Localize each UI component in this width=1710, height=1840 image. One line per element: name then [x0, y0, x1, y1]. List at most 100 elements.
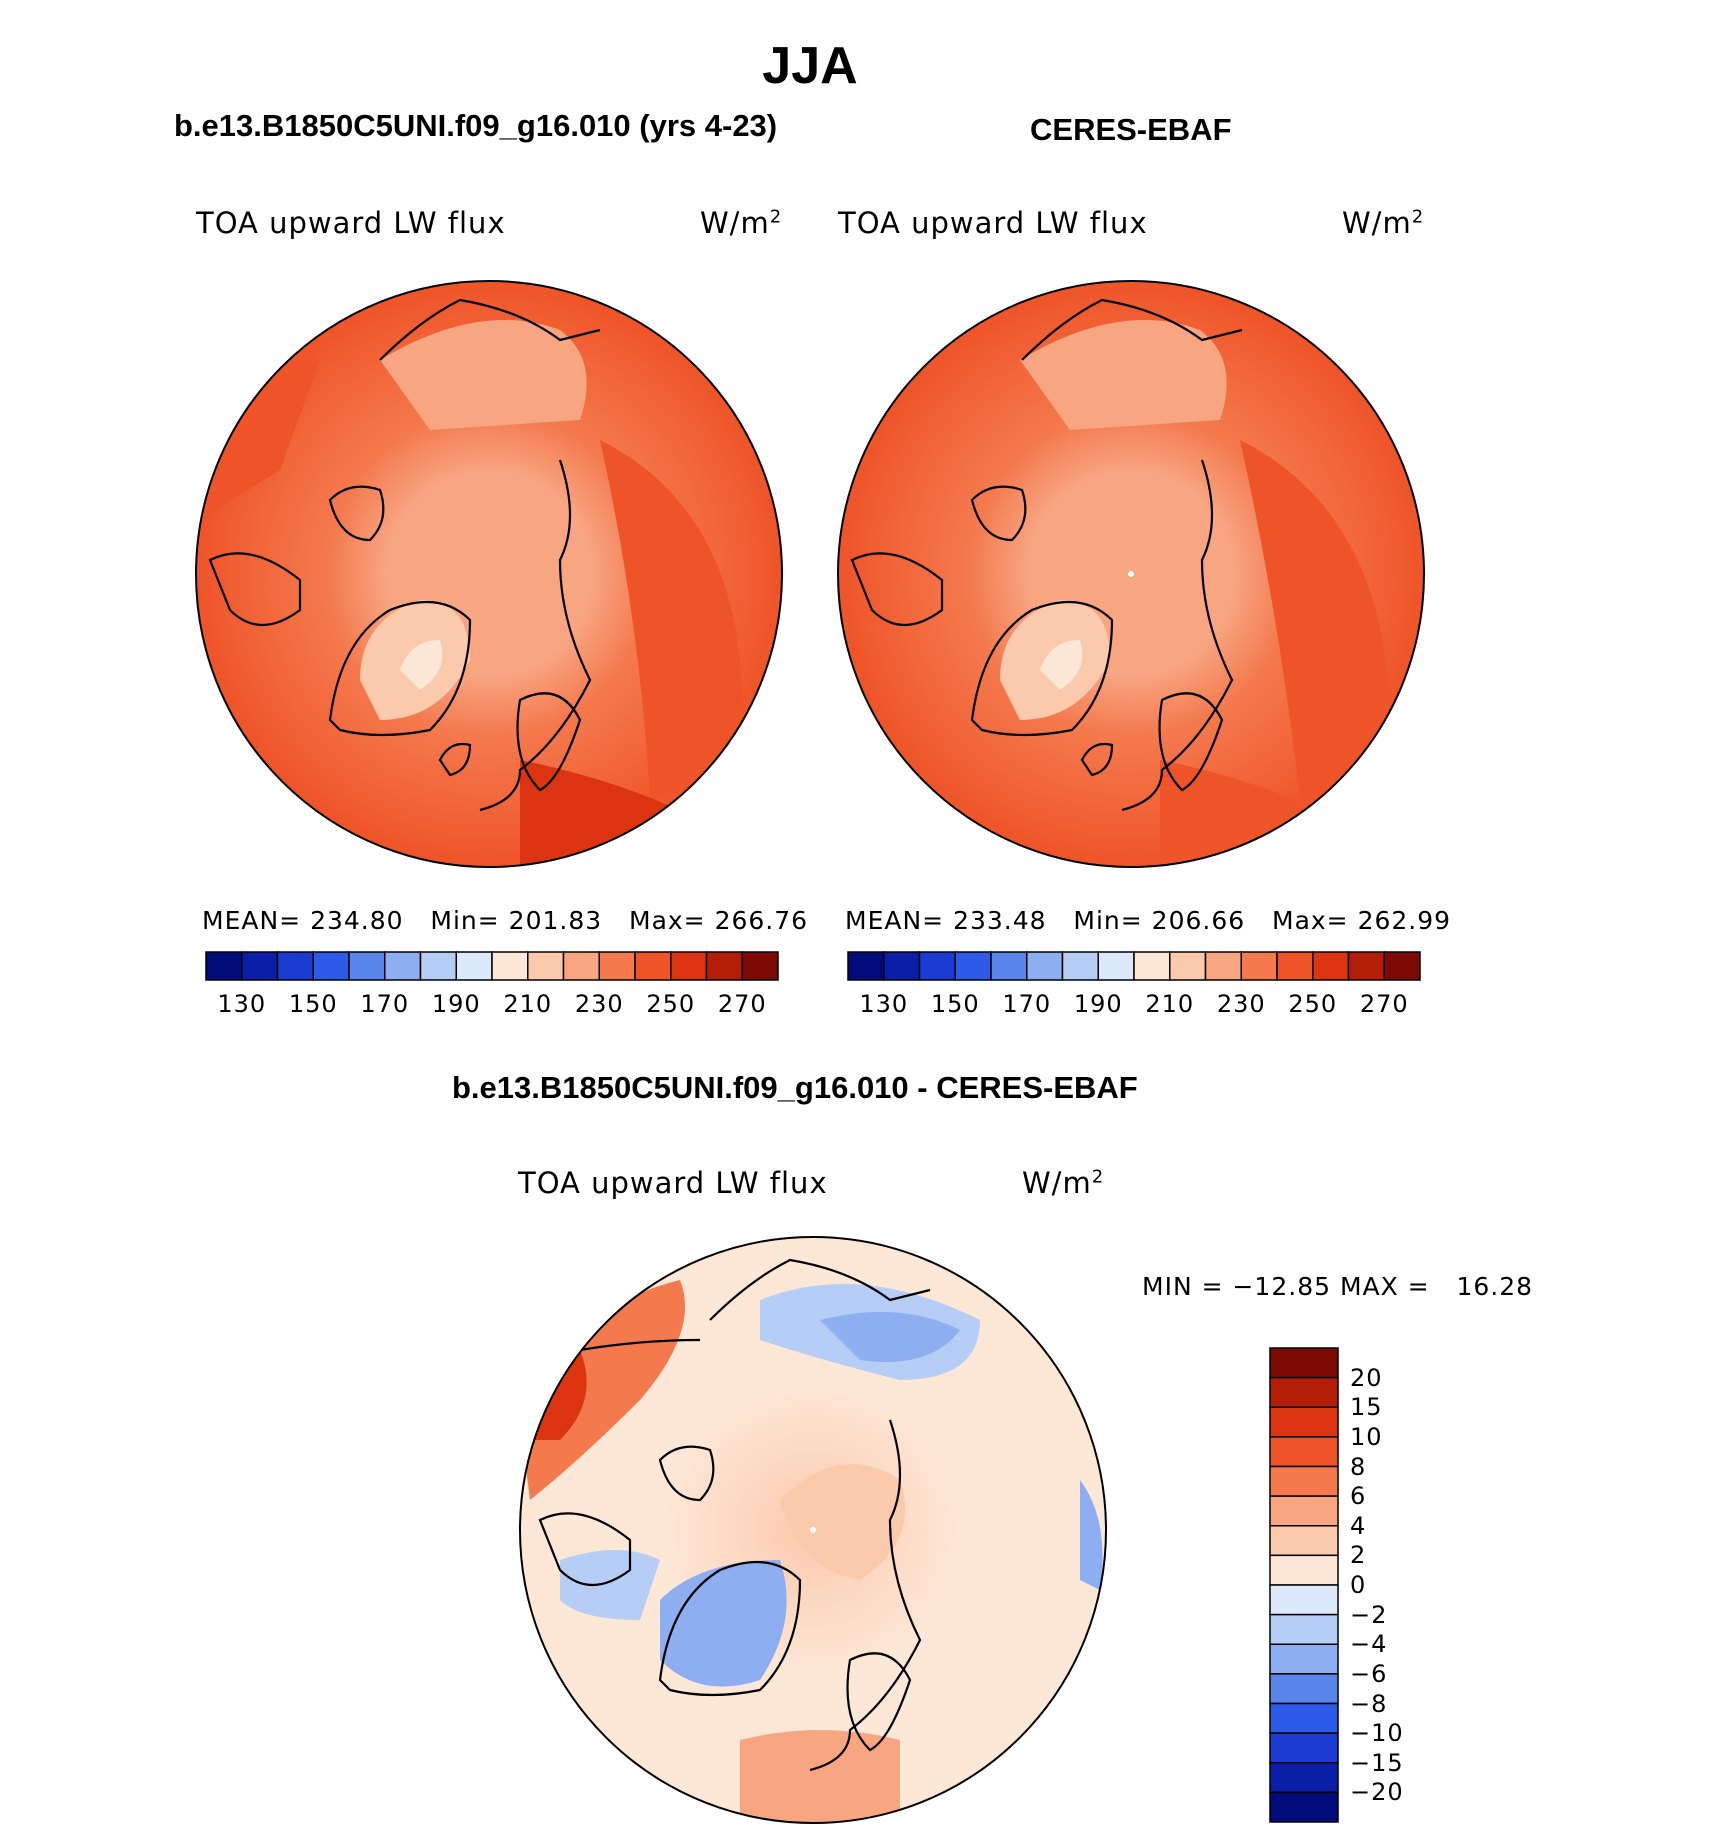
obs-pole-marker: [1128, 571, 1134, 577]
model-colorbar-swatch: [384, 951, 422, 981]
model-colorbar: [205, 951, 779, 981]
figure-title: JJA: [762, 37, 858, 95]
diff-colorbar-tick-label: −6: [1350, 1659, 1388, 1688]
diff-colorbar-swatch: [1269, 1673, 1339, 1705]
obs-colorbar-swatch: [1383, 951, 1421, 981]
diff-colorbar-swatch: [1269, 1791, 1339, 1823]
obs-colorbar-tick-label: 150: [930, 990, 980, 1018]
obs-colorbar-swatch: [1169, 951, 1207, 981]
diff-colorbar-tick-label: −10: [1350, 1719, 1404, 1748]
diff-colorbar-swatch: [1269, 1525, 1339, 1557]
obs-colorbar-swatch: [1026, 951, 1064, 981]
obs-colorbar-swatch: [1133, 951, 1171, 981]
diff-pole-marker: [810, 1527, 816, 1533]
diff-coastlines: [538, 1258, 931, 1772]
model-colorbar-swatch: [705, 951, 743, 981]
obs-variable-label: TOA upward LW flux: [838, 206, 1148, 240]
diff-colorbar-swatch: [1269, 1495, 1339, 1527]
diff-colorbar-swatch: [1269, 1465, 1339, 1497]
diff-colorbar-swatch: [1269, 1643, 1339, 1675]
obs-colorbar-swatch: [847, 951, 885, 981]
obs-colorbar-swatch: [1347, 951, 1385, 981]
model-colorbar-tick-label: 130: [217, 990, 267, 1018]
obs-coastlines: [850, 298, 1243, 812]
model-colorbar-swatch: [312, 951, 350, 981]
obs-colorbar-swatch: [954, 951, 992, 981]
model-colorbar-swatch: [276, 951, 314, 981]
obs-map: [838, 281, 1424, 867]
model-map-border: [195, 280, 783, 868]
obs-map-border: [837, 280, 1425, 868]
model-colorbar-swatch: [527, 951, 565, 981]
model-colorbar-tick-label: 210: [503, 990, 553, 1018]
model-colorbar-tick-label: 270: [717, 990, 767, 1018]
obs-colorbar-swatch: [1061, 951, 1099, 981]
model-coastlines: [208, 298, 601, 812]
model-colorbar-tick-label: 250: [646, 990, 696, 1018]
diff-colorbar-swatch: [1269, 1762, 1339, 1794]
model-colorbar-swatch: [598, 951, 636, 981]
diff-colorbar-tick-label: 6: [1350, 1482, 1367, 1511]
obs-colorbar-swatch: [990, 951, 1028, 981]
model-colorbar-swatch: [562, 951, 600, 981]
diff-colorbar-swatch: [1269, 1613, 1339, 1645]
obs-colorbar-swatch: [1276, 951, 1314, 981]
diff-colorbar-swatch: [1269, 1554, 1339, 1586]
obs-colorbar-tick-label: 130: [859, 990, 909, 1018]
obs-colorbar-swatch: [883, 951, 921, 981]
obs-colorbar-tick-label: 230: [1216, 990, 1266, 1018]
diff-stats: MIN = −12.85 MAX = 16.28: [1142, 1272, 1534, 1301]
obs-stats: MEAN= 233.48 Min= 206.66 Max= 262.99: [845, 906, 1452, 935]
obs-units-label: W/m2: [1342, 206, 1425, 240]
diff-colorbar-tick-label: 0: [1350, 1571, 1367, 1599]
diff-colorbar-swatch: [1269, 1702, 1339, 1734]
diff-colorbar-tick-label: −2: [1350, 1600, 1388, 1629]
obs-panel-title: CERES-EBAF: [1030, 112, 1232, 147]
obs-colorbar-tick-label: 270: [1359, 990, 1409, 1018]
diff-map: [520, 1237, 1106, 1823]
model-colorbar-tick-label: 150: [288, 990, 338, 1018]
diff-colorbar-swatch: [1269, 1732, 1339, 1764]
diff-colorbar-tick-label: −20: [1350, 1778, 1404, 1807]
model-variable-label: TOA upward LW flux: [196, 206, 506, 240]
obs-colorbar-swatch: [1204, 951, 1242, 981]
diff-variable-label: TOA upward LW flux: [518, 1166, 828, 1200]
diff-colorbar-tick-label: −15: [1350, 1748, 1404, 1777]
obs-colorbar-tick-label: 190: [1073, 990, 1123, 1018]
diff-colorbar-swatch: [1269, 1406, 1339, 1438]
diff-colorbar-tick-label: 15: [1350, 1393, 1383, 1422]
model-stats: MEAN= 234.80 Min= 201.83 Max= 266.76: [202, 906, 809, 935]
obs-colorbar-tick-label: 250: [1288, 990, 1338, 1018]
diff-map-border: [519, 1236, 1107, 1824]
model-colorbar-swatch: [741, 951, 779, 981]
diff-colorbar-tick-label: 4: [1350, 1511, 1367, 1540]
obs-colorbar-swatch: [1312, 951, 1350, 981]
diff-colorbar: [1269, 1347, 1339, 1823]
model-colorbar-swatch: [455, 951, 493, 981]
model-map: [196, 281, 782, 867]
model-colorbar-swatch: [419, 951, 457, 981]
model-panel-title: b.e13.B1850C5UNI.f09_g16.010 (yrs 4-23): [174, 108, 778, 143]
diff-colorbar-swatch: [1269, 1347, 1339, 1379]
model-units-label: W/m2: [700, 206, 783, 240]
obs-colorbar-tick-label: 170: [1002, 990, 1052, 1018]
model-colorbar-swatch: [205, 951, 243, 981]
model-colorbar-swatch: [348, 951, 386, 981]
model-colorbar-tick-label: 190: [431, 990, 481, 1018]
model-colorbar-swatch: [241, 951, 279, 981]
diff-colorbar-tick-label: −4: [1350, 1630, 1388, 1659]
obs-colorbar-swatch: [1097, 951, 1135, 981]
diff-colorbar-tick-label: 2: [1350, 1541, 1367, 1570]
obs-colorbar-tick-label: 210: [1145, 990, 1195, 1018]
obs-colorbar-swatch: [1240, 951, 1278, 981]
model-colorbar-swatch: [670, 951, 708, 981]
diff-colorbar-tick-label: 10: [1350, 1422, 1383, 1451]
obs-colorbar: [847, 951, 1421, 981]
model-colorbar-tick-label: 230: [574, 990, 624, 1018]
diff-units-label: W/m2: [1022, 1166, 1105, 1200]
diff-colorbar-swatch: [1269, 1376, 1339, 1408]
diff-colorbar-swatch: [1269, 1436, 1339, 1468]
obs-colorbar-swatch: [918, 951, 956, 981]
model-colorbar-tick-label: 170: [360, 990, 410, 1018]
